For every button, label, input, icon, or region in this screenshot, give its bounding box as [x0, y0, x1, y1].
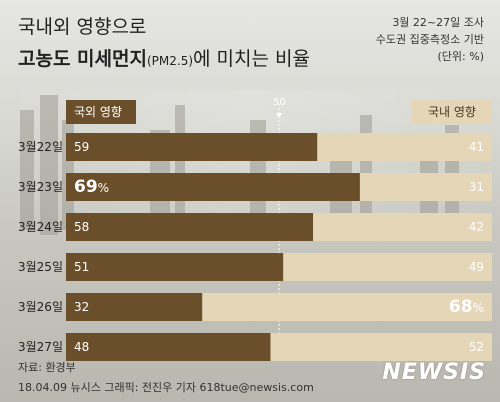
title-line-1: 국내외 영향으로 — [18, 16, 147, 38]
category-label: 3월26일 — [18, 300, 63, 314]
note-line-2: 수도권 집중측정소 기반 — [375, 33, 484, 46]
value-label-foreign: 48 — [74, 340, 90, 354]
bar-foreign — [66, 213, 314, 241]
title-strong: 고농도 미세먼지 — [18, 48, 147, 70]
category-label: 3월23일 — [18, 180, 63, 194]
title-line-2: 고농도 미세먼지(PM2.5)에 미치는 비율 — [18, 44, 310, 71]
bar-domestic — [270, 333, 492, 361]
bar-domestic — [317, 133, 492, 161]
newsis-logo: NEWSIS — [382, 360, 486, 385]
credit-text: 18.04.09 뉴시스 그래픽: 전진우 기자 618tue@newsis.c… — [18, 381, 314, 394]
value-label-domestic: 42 — [468, 220, 484, 234]
bar-foreign — [66, 333, 271, 361]
value-label-domestic: 41 — [468, 140, 484, 154]
reference-label: 50 — [273, 97, 286, 108]
value-label-foreign: 58 — [74, 220, 90, 234]
category-label: 3월25일 — [18, 260, 63, 274]
bar-domestic — [359, 173, 492, 201]
bar-domestic — [202, 293, 492, 321]
category-label: 3월27일 — [18, 340, 63, 354]
bar-foreign — [66, 133, 318, 161]
title-rest: 에 미치는 비율 — [193, 48, 310, 70]
value-label-foreign: 69% — [74, 177, 110, 197]
value-label-domestic: 31 — [468, 180, 484, 194]
title-pm: (PM2.5) — [146, 54, 194, 68]
note-line-1: 3월 22~27일 조사 — [392, 16, 484, 29]
survey-note: 3월 22~27일 조사 수도권 집중측정소 기반 (단위: %) — [376, 14, 484, 65]
bar-foreign — [66, 253, 284, 281]
bar-foreign — [66, 173, 360, 201]
source-text: 자료: 환경부 — [18, 361, 76, 374]
legend-domestic: 국내 영향 — [412, 100, 492, 124]
reference-marker — [276, 113, 282, 118]
value-label-domestic: 52 — [468, 340, 484, 354]
value-label-domestic: 49 — [468, 260, 484, 274]
bar-domestic — [283, 253, 492, 281]
value-label-foreign: 32 — [74, 300, 90, 314]
value-label-foreign: 51 — [74, 260, 90, 274]
bar-foreign — [66, 293, 203, 321]
value-label-domestic: 68% — [448, 297, 484, 317]
note-line-3: (단위: %) — [437, 50, 484, 63]
value-label-foreign: 59 — [74, 140, 90, 154]
category-label: 3월22일 — [18, 140, 63, 154]
category-label: 3월24일 — [18, 220, 63, 234]
legend-foreign: 국외 영향 — [66, 100, 136, 124]
bar-domestic — [313, 213, 492, 241]
